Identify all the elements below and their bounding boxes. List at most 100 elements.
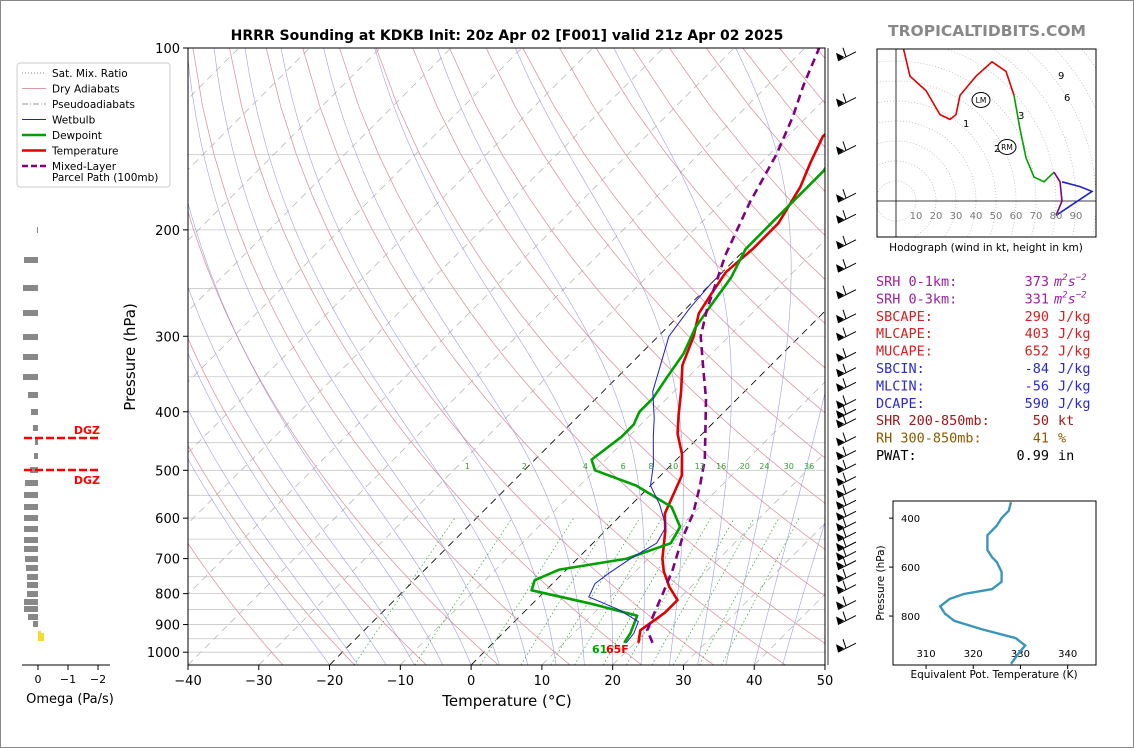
- index-value: 290: [1025, 309, 1049, 325]
- wind-barb: [837, 560, 857, 571]
- hodograph-ring-label: 90: [1070, 211, 1083, 222]
- wind-barb-tick: [842, 378, 847, 388]
- unit-exp: 2: [1062, 290, 1067, 300]
- omega-bar: [26, 565, 38, 571]
- wind-barb: [837, 239, 857, 250]
- hodograph: 10 20 30 40 50 60 70 80 90 1 2 3 69 LM RM: [877, 49, 1096, 237]
- dry-adiabat: [188, 542, 284, 665]
- omega-bar: [28, 392, 38, 398]
- isotherm-line: [188, 48, 593, 454]
- dry-adiabat: [188, 209, 499, 665]
- omega-bar: [33, 425, 38, 431]
- theta-e-xlabel: Equivalent Pot. Temperature (K): [910, 669, 1077, 681]
- omega-bar: [35, 439, 38, 445]
- y-tick-label: 200: [155, 224, 180, 239]
- omega-bar: [33, 621, 38, 627]
- mixing-ratio-line: [721, 518, 800, 665]
- omega-bar: [30, 467, 38, 473]
- storm-motion-label: LM: [976, 96, 987, 105]
- wind-barb: [837, 551, 857, 561]
- x-tick-label: 50: [817, 674, 834, 689]
- wind-barb: [837, 97, 857, 108]
- index-unit: J/kg: [1058, 396, 1091, 412]
- omega-bar: [24, 526, 38, 532]
- wind-barb: [837, 192, 857, 203]
- dgz-label: DGZ: [74, 424, 100, 437]
- omega-bar: [24, 492, 38, 498]
- omega-bar: [23, 285, 38, 291]
- wind-barb-flag: [836, 98, 844, 107]
- omega-bar: [24, 537, 38, 543]
- wind-barb-tick: [842, 210, 847, 220]
- storm-motion-marker: [971, 92, 991, 108]
- theta-e-y-tick-label: 800: [901, 612, 920, 623]
- wind-barb: [837, 521, 857, 532]
- mixing-ratio-label: 10: [668, 462, 678, 471]
- index-value: 0.99: [1016, 448, 1049, 464]
- wind-barb-flag: [836, 194, 844, 203]
- wind-barb-flag: [836, 353, 844, 362]
- wind-barb-tick: [842, 556, 847, 566]
- index-label: SBCAPE:: [876, 309, 933, 325]
- wind-barb-tick: [842, 363, 847, 373]
- chart-title: HRRR Sounding at KDKB Init: 20z Apr 02 […: [231, 28, 784, 44]
- x-tick-label: 20: [604, 674, 621, 689]
- wind-barb-flag: [836, 512, 844, 521]
- moist-adiabat: [725, 48, 792, 665]
- wind-barb-flag: [836, 290, 844, 299]
- hodograph-ring-label: 40: [970, 211, 983, 222]
- index-label: SHR 200-850mb:: [876, 413, 990, 429]
- index-value: 652: [1025, 344, 1049, 360]
- omega-bar: [24, 515, 38, 521]
- index-value: 403: [1025, 326, 1049, 342]
- index-label: MUCAPE:: [876, 344, 933, 360]
- moist-adiabat: [188, 286, 415, 665]
- theta-e-x-tick-label: 310: [916, 649, 935, 660]
- wind-barb-tick: [842, 547, 847, 557]
- moist-adiabat: [613, 48, 732, 665]
- wind-barb-flag: [836, 146, 844, 155]
- mixing-ratio-line: [520, 518, 612, 665]
- mixing-ratio-line: [626, 518, 711, 665]
- y-tick-label: 900: [155, 619, 180, 634]
- mixing-ratio-line: [480, 518, 574, 665]
- y-tick-label: 400: [155, 406, 180, 421]
- theta-e-y-tick-label: 600: [901, 563, 920, 574]
- index-label: MLCIN:: [876, 378, 925, 394]
- omega-bar: [37, 227, 38, 233]
- isotherm-line: [188, 48, 806, 665]
- moist-adiabat: [515, 48, 684, 665]
- mixing-ratio-label: 6: [621, 462, 626, 471]
- hodograph-height-label: 3: [1018, 111, 1024, 122]
- wind-barb-flag: [836, 522, 844, 531]
- wind-barb-tick: [842, 309, 847, 319]
- mixing-ratio-label: 2: [522, 462, 527, 471]
- omega-bar: [23, 354, 38, 360]
- wind-barb-flag: [836, 585, 844, 594]
- omega-tick-label: 0: [35, 673, 42, 686]
- legend-label: Pseudoadiabats: [52, 99, 135, 111]
- theta-e-x-tick-label: 320: [964, 649, 983, 660]
- wind-barb: [837, 450, 857, 461]
- index-unit: J/kg: [1058, 378, 1091, 394]
- omega-tick-label: −2: [90, 673, 106, 686]
- wind-barb: [837, 367, 857, 378]
- dry-adiabat: [375, 48, 825, 597]
- mixing-ratio-label: 20: [740, 462, 750, 471]
- theta-e-plot: [938, 501, 1027, 665]
- surface-dewpoint-label: 61: [592, 643, 607, 656]
- index-value: 590: [1025, 396, 1049, 412]
- wind-barb-flag: [836, 616, 844, 625]
- mixing-ratio-label: 13: [695, 462, 705, 471]
- wind-barb-flag: [836, 644, 844, 653]
- y-tick-label: 600: [155, 512, 180, 527]
- dry-adiabat: [188, 337, 427, 665]
- mixing-ratio-line: [353, 517, 456, 665]
- index-value: -56: [1025, 378, 1049, 394]
- legend: Sat. Mix. Ratio Dry Adiabats Pseudoadiabat…: [16, 62, 171, 188]
- moist-adiabat: [323, 48, 585, 665]
- wind-barb-tick: [842, 259, 847, 269]
- wind-barb-flag: [836, 419, 844, 428]
- mixing-ratio-line: [602, 518, 690, 665]
